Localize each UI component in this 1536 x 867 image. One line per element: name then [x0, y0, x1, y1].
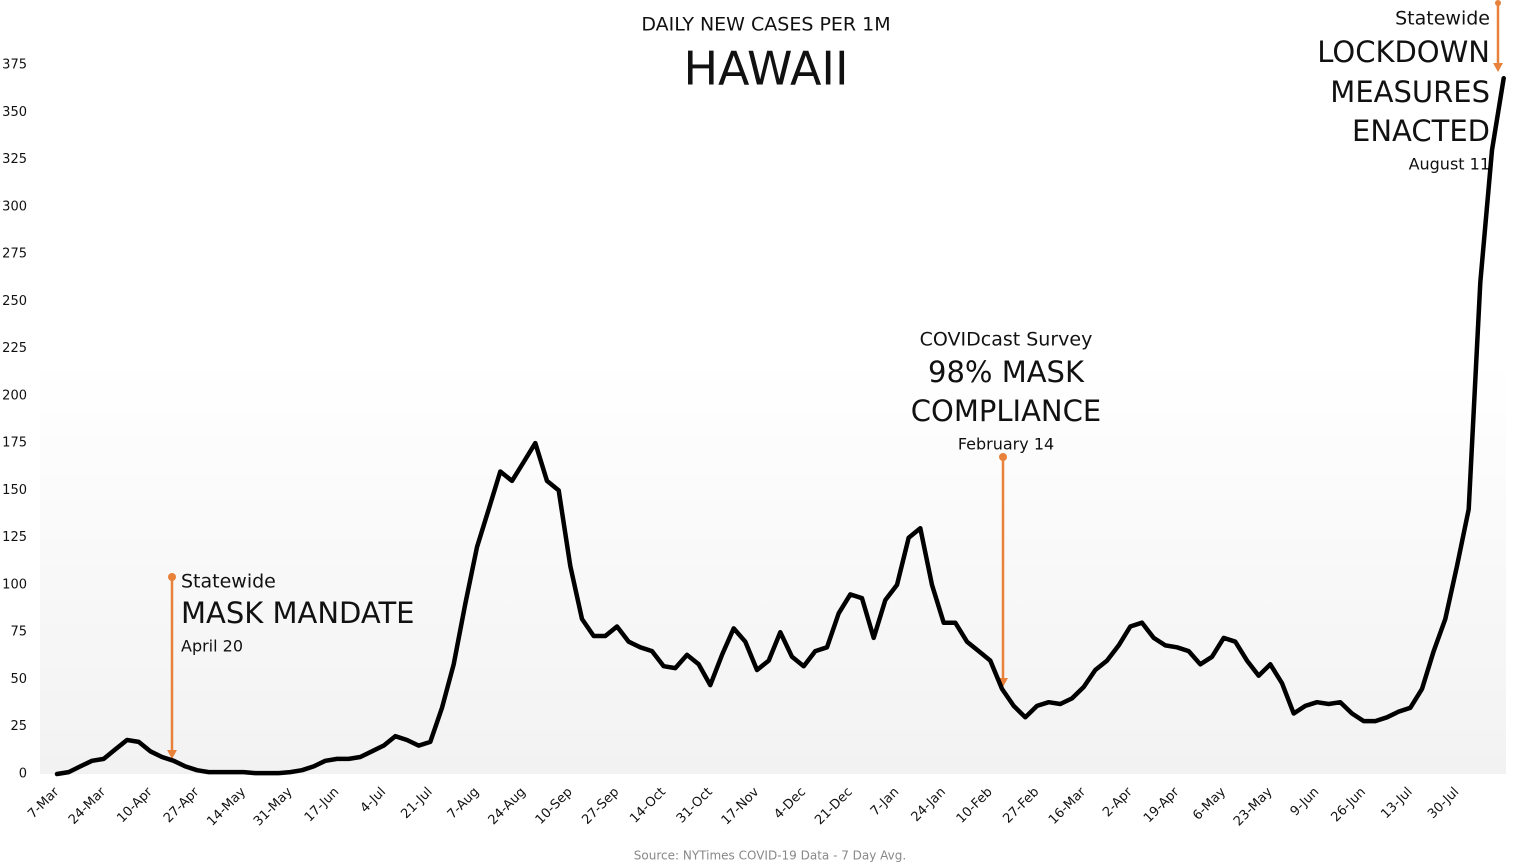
y-tick-label: 75 [10, 625, 27, 640]
y-tick-label: 200 [2, 388, 27, 403]
annotation-headline: LOCKDOWN [1317, 35, 1490, 69]
x-tick-label: 10-Apr [114, 784, 156, 826]
arrow-head [1493, 63, 1503, 72]
annotation-lockdown: Statewide LOCKDOWN MEASURES ENACTED Augu… [1317, 0, 1503, 174]
x-tick-label: 7-Jan [868, 785, 902, 819]
x-tick-label: 6-May [1190, 784, 1229, 823]
x-tick-label: 31-Oct [674, 785, 716, 827]
annotation-survey: COVIDcast Survey 98% MASK COMPLIANCE Feb… [911, 329, 1101, 687]
x-tick-label: 23-May [1231, 784, 1276, 829]
line [54, 75, 1506, 777]
x-tick-label: 24-Aug [486, 785, 529, 828]
x-tick-label: 27-Feb [1000, 785, 1042, 827]
x-tick-label: 14-Oct [627, 785, 669, 827]
x-tick-label: 9-Jun [1288, 785, 1323, 820]
y-tick-label: 325 [2, 152, 27, 167]
y-tick-label: 25 [10, 719, 27, 734]
annotation-lead: Statewide [1395, 8, 1490, 30]
chart-title: DAILY NEW CASES PER 1M [641, 14, 890, 36]
x-tick-label: 24-Jan [909, 785, 949, 825]
x-tick-label: 24-Mar [66, 784, 109, 827]
y-tick-label: 125 [2, 530, 27, 545]
x-tick-label: 31-May [251, 784, 296, 829]
x-tick-label: 16-Mar [1046, 784, 1089, 827]
source: Source: NYTimes COVID-19 Data - 7 Day Av… [634, 849, 906, 863]
y-tick-label: 250 [2, 294, 27, 309]
y-tick-label: 50 [10, 672, 27, 687]
arrow-dot [999, 453, 1007, 461]
x-tick-label: 4-Dec [771, 785, 809, 823]
y-tick-label: 150 [2, 483, 27, 498]
x-tick-label: 13-Jul [1378, 785, 1415, 822]
chart-subtitle: HAWAII [683, 42, 848, 96]
annotation-headline: MASK MANDATE [181, 596, 415, 630]
x-tick-label: 2-Apr [1100, 784, 1136, 820]
annotation-headline: COMPLIANCE [911, 394, 1101, 428]
x-tick-label: 17-Jun [302, 785, 343, 826]
annotation-mask: Statewide MASK MANDATE April 20 [167, 571, 415, 759]
annotation-headline: ENACTED [1352, 114, 1490, 148]
annotation-date: April 20 [181, 637, 243, 656]
annotation-lead: COVIDcast Survey [920, 329, 1093, 351]
x-tick-label: 7-Mar [25, 784, 63, 822]
x-tick-label: 4-Jul [358, 785, 389, 816]
x-tick-label: 27-Apr [161, 784, 203, 826]
y-tick-label: 350 [2, 105, 27, 120]
x-tick-label: 27-Sep [579, 785, 622, 828]
annotation-headline: MEASURES [1330, 75, 1490, 109]
arrow-dot [168, 573, 176, 581]
annotation-headline: 98% MASK [928, 355, 1085, 389]
x-tick-label: 17-Nov [719, 784, 763, 828]
x-tick-label: 21-Jul [398, 785, 435, 822]
annotation-date: August 11 [1409, 155, 1490, 174]
x-tick-label: 14-May [204, 784, 249, 829]
arrow-dot [1495, 0, 1501, 6]
y-tick-label: 175 [2, 436, 27, 451]
y-tick-label: 275 [2, 247, 27, 262]
annotation-date: February 14 [958, 435, 1054, 454]
x-tick-label: 30-Jul [1425, 785, 1462, 822]
y-tick-label: 225 [2, 341, 27, 356]
y-tick-label: 300 [2, 199, 27, 214]
x-tick-label: 26-Jun [1328, 785, 1369, 826]
plot-background [40, 360, 1506, 774]
x-tick-label: 10-Feb [954, 785, 996, 827]
y-tick-label: 100 [2, 577, 27, 592]
x-tick-label: 19-Apr [1141, 784, 1183, 826]
x-tick-label: 10-Sep [533, 785, 576, 828]
y-tick-label: 0 [19, 767, 27, 782]
x-tick-label: 21-Dec [812, 785, 855, 828]
arrow-head [167, 750, 177, 759]
x-tick-label: 7-Aug [445, 785, 483, 823]
annotation-lead: Statewide [181, 571, 276, 593]
y-tick-label: 375 [2, 58, 27, 73]
